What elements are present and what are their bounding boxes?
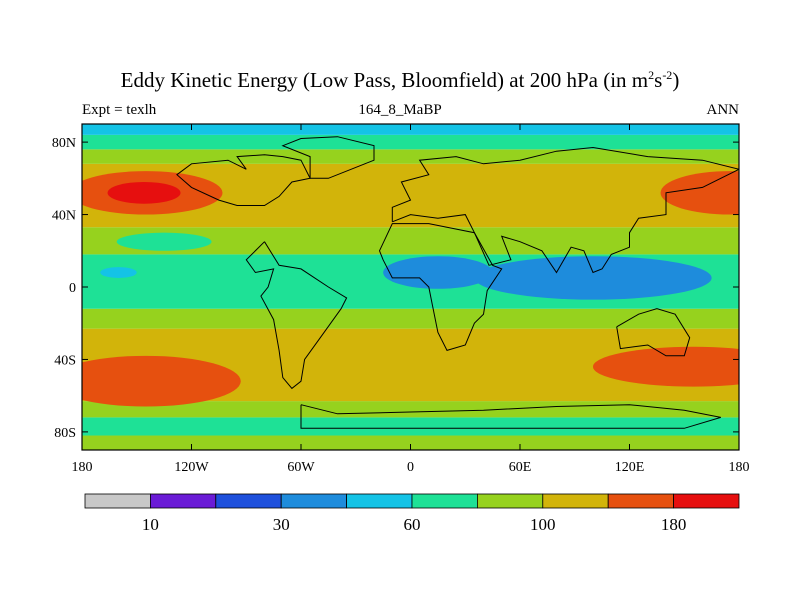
x-tick-label: 180	[72, 460, 93, 475]
coastline	[391, 146, 739, 274]
coastline	[176, 154, 311, 206]
coastline	[245, 241, 348, 390]
contour-band	[82, 401, 739, 418]
contour-patch	[593, 346, 739, 387]
season-label: ANN	[706, 102, 740, 118]
y-tick-label: 0	[69, 281, 76, 296]
coastline	[616, 308, 691, 357]
colorbar-swatch	[280, 493, 348, 509]
contour-band	[82, 149, 739, 164]
coastline	[378, 223, 503, 351]
x-tick-label: 120W	[174, 460, 209, 475]
x-tick-label: 60E	[509, 460, 532, 475]
contour-patch	[383, 256, 493, 289]
contour-band	[82, 435, 739, 450]
contour-patch	[82, 355, 241, 407]
coastline	[300, 404, 721, 429]
colorbar-swatch	[476, 493, 544, 509]
contour-band	[82, 417, 739, 436]
colorbar-swatch	[607, 493, 675, 509]
contour-patch	[474, 256, 712, 300]
colorbar-label: 100	[530, 515, 556, 534]
chart-title: Eddy Kinetic Energy (Low Pass, Bloomfiel…	[120, 68, 680, 92]
contour-band	[82, 308, 739, 329]
experiment-label: Expt = texlh	[82, 102, 157, 118]
x-tick-label: 120E	[615, 460, 645, 475]
contour-band	[82, 134, 739, 150]
y-tick-label: 40N	[52, 209, 76, 224]
colorbar-label: 30	[273, 515, 290, 534]
y-tick-label: 80N	[52, 136, 76, 151]
colorbar-label: 60	[404, 515, 421, 534]
field-layer	[82, 124, 739, 450]
contour-patch	[660, 171, 739, 215]
colorbar-swatch	[149, 493, 217, 509]
contour-patch	[116, 232, 212, 251]
colorbar-swatch	[411, 493, 478, 509]
coastline	[281, 136, 375, 179]
contour-patch	[100, 267, 137, 278]
contour-patch	[107, 181, 181, 204]
colorbar-swatch	[215, 493, 282, 509]
x-tick-label: 180	[729, 460, 750, 475]
case-label: 164_8_MaBP	[358, 102, 442, 118]
x-tick-label: 0	[407, 460, 414, 475]
y-tick-label: 40S	[54, 353, 76, 368]
colorbar-swatch	[673, 493, 740, 509]
colorbar-label: 10	[142, 515, 159, 534]
colorbar-swatch	[346, 493, 413, 509]
colorbar-swatch	[542, 493, 609, 509]
y-tick-label: 80S	[54, 426, 76, 441]
colorbar-swatch	[84, 493, 151, 509]
colorbar-label: 180	[661, 515, 687, 534]
x-tick-label: 60W	[287, 460, 315, 475]
